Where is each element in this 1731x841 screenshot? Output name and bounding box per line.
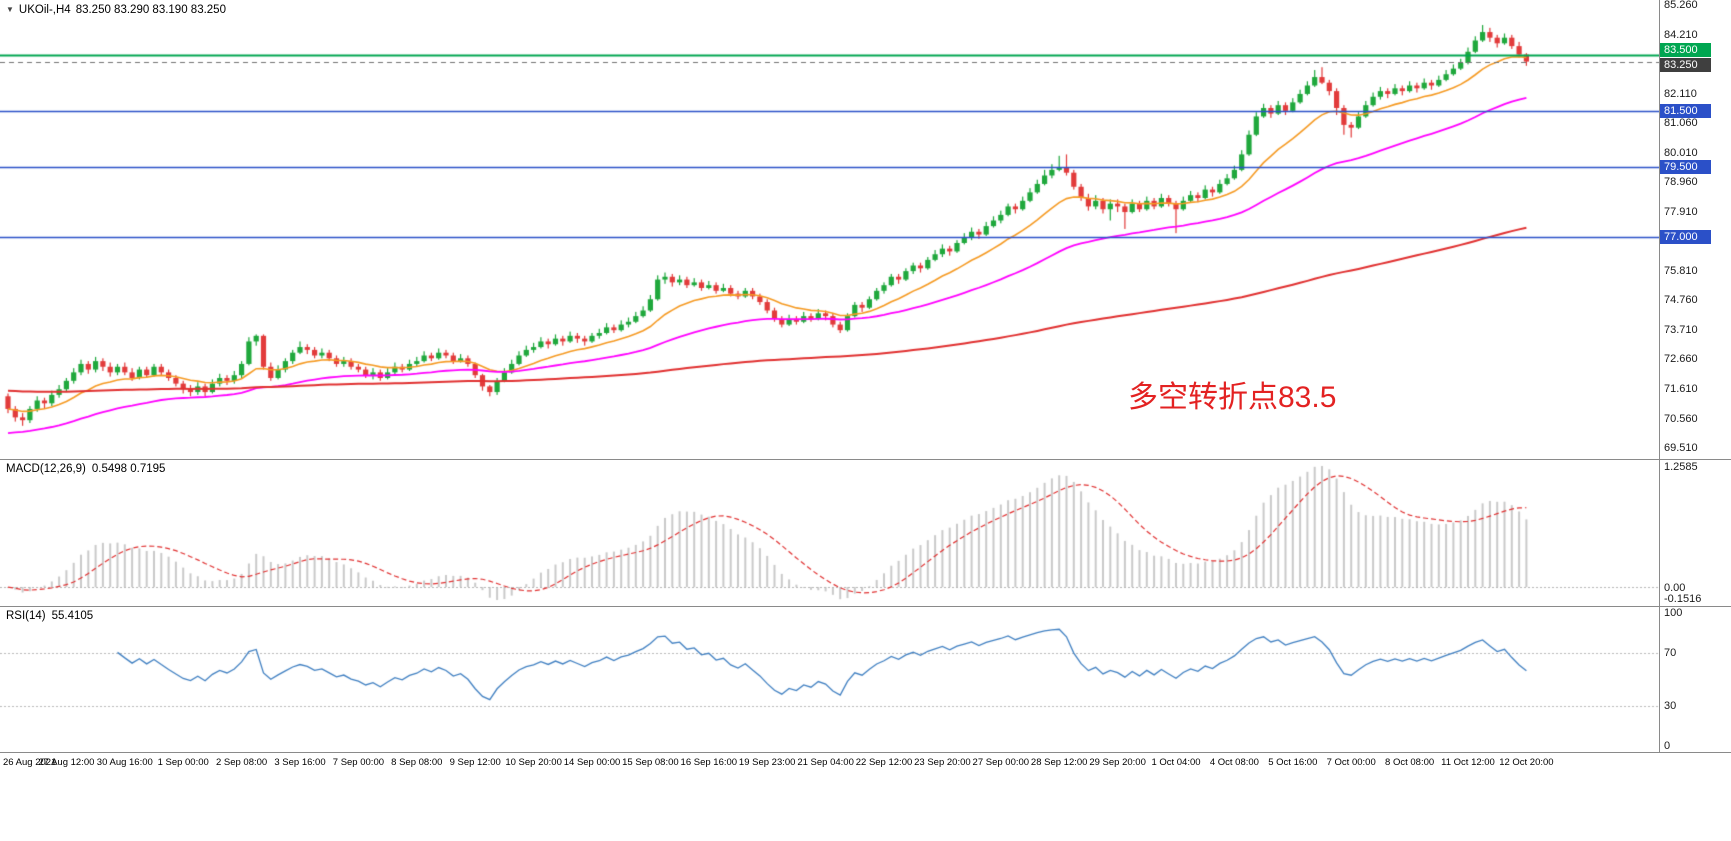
ohlc-values: 83.250 83.290 83.190 83.250 [75,4,226,16]
time-axis[interactable]: 26 Aug 2021 27 Aug 12:00 30 Aug 16:00 1 Sep… [0,753,1731,773]
chart-title: ▼ UKOil-,H4 83.250 83.290 83.190 83.250 [6,4,226,16]
time-tick-label: 28 Sep 12:00 [1030,757,1088,768]
annotation-text[interactable]: 多空转折点83.5 [1128,381,1337,414]
price-tick: 69.510 [1664,442,1698,455]
time-tick-label: 30 Aug 16:00 [96,757,153,768]
rsi-tick-0: 0 [1664,740,1671,752]
price-tick: 73.710 [1664,323,1698,336]
price-tick: 82.110 [1664,87,1697,100]
time-tick-label: 26 Aug 2021 [3,757,57,768]
price-tick: 74.760 [1664,294,1698,307]
macd-indicator-label: MACD(12,26,9) 0.5498 0.7195 [6,463,165,475]
price-tick: 81.060 [1664,117,1698,130]
macd-canvas[interactable] [0,460,1659,606]
rsi-canvas[interactable] [0,607,1659,752]
time-tick-label: 7 Sep 00:00 [332,757,385,768]
time-tick-label: 29 Sep 20:00 [1089,757,1146,768]
time-tick-label: 1 Oct 04:00 [1151,757,1201,768]
price-tick: 70.560 [1664,412,1698,425]
rsi-tick-100: 100 [1664,607,1683,619]
time-tick-label: 11 Oct 12:00 [1441,757,1495,768]
price-tag-support-79500: 79.500 [1660,160,1711,175]
time-tick-label: 23 Sep 20:00 [914,757,971,768]
price-tick: 72.660 [1664,353,1698,366]
time-tick-label: 21 Sep 04:00 [797,757,854,768]
price-tick: 77.910 [1664,205,1698,218]
time-tick-label: 8 Sep 08:00 [391,757,443,768]
time-tick-label: 3 Sep 16:00 [274,757,326,768]
price-tag-resistance-83500: 83.500 [1660,42,1711,57]
price-tick: 80.010 [1664,146,1698,159]
symbol-timeframe-label: UKOil-,H4 [18,4,71,16]
price-tag-current-price-83250: 83.250 [1660,57,1711,72]
time-tick-label: 7 Oct 00:00 [1326,757,1376,768]
rsi-tick-30: 30 [1664,700,1677,713]
time-tick-label: 19 Sep 23:00 [738,757,796,768]
time-tick-label: 27 Aug 12:00 [38,757,95,768]
rsi-tick-70: 70 [1664,646,1677,659]
rsi-panel: RSI(14) 55.4105 100 70 30 0 [0,607,1731,752]
rsi-name: RSI(14) [6,610,46,622]
price-tick: 71.610 [1664,382,1698,395]
chart-collapse-icon[interactable]: ▼ [6,5,14,14]
macd-axis[interactable]: 1.2585 0.00 -0.1516 [1659,460,1731,606]
macd-panel: MACD(12,26,9) 0.5498 0.7195 1.2585 0.00 -0.… [0,460,1731,606]
price-chart-canvas[interactable] [0,0,1659,459]
time-tick-label: 8 Oct 08:00 [1385,757,1435,768]
time-tick-label: 4 Oct 08:00 [1209,757,1259,768]
price-tag-support-77000: 77.000 [1660,230,1711,245]
macd-tick-min: -0.1516 [1664,593,1702,605]
time-tick-label: 15 Sep 08:00 [622,757,679,768]
panel-divider[interactable] [0,752,1731,753]
rsi-indicator-label: RSI(14) 55.4105 [6,610,93,622]
time-tick-label: 5 Oct 16:00 [1268,757,1318,768]
price-tick: 75.810 [1664,264,1698,277]
time-tick-label: 16 Sep 16:00 [680,757,738,768]
macd-name: MACD(12,26,9) [6,463,86,475]
panel-divider[interactable] [0,459,1731,460]
rsi-current-value: 55.4105 [51,610,94,622]
time-tick-label: 14 Sep 00:00 [563,757,621,768]
time-tick-label: 10 Sep 20:00 [505,757,562,768]
panel-divider[interactable] [0,606,1731,607]
macd-tick-max: 1.2585 [1664,461,1698,473]
macd-current-values: 0.5498 0.7195 [91,463,166,475]
price-tag-support-81500: 81.500 [1660,103,1711,118]
time-tick-label: 22 Sep 12:00 [855,757,913,768]
time-tick-label: 1 Sep 00:00 [157,757,209,768]
price-axis[interactable]: 85.26084.21083.16082.11081.06080.01078.9… [1659,0,1731,459]
price-tick: 78.960 [1664,176,1698,189]
rsi-axis[interactable]: 100 70 30 0 [1659,607,1731,752]
time-tick-label: 2 Sep 08:00 [215,757,268,768]
price-tick: 84.210 [1664,28,1698,41]
price-tick: 85.260 [1664,0,1698,12]
time-tick-label: 27 Sep 00:00 [972,757,1030,768]
time-tick-label: 9 Sep 12:00 [449,757,501,768]
macd-tick-zero: 0.00 [1664,582,1686,595]
price-panel: ▼ UKOil-,H4 83.250 83.290 83.190 83.250 … [0,0,1731,459]
time-tick-label: 12 Oct 20:00 [1499,757,1554,768]
